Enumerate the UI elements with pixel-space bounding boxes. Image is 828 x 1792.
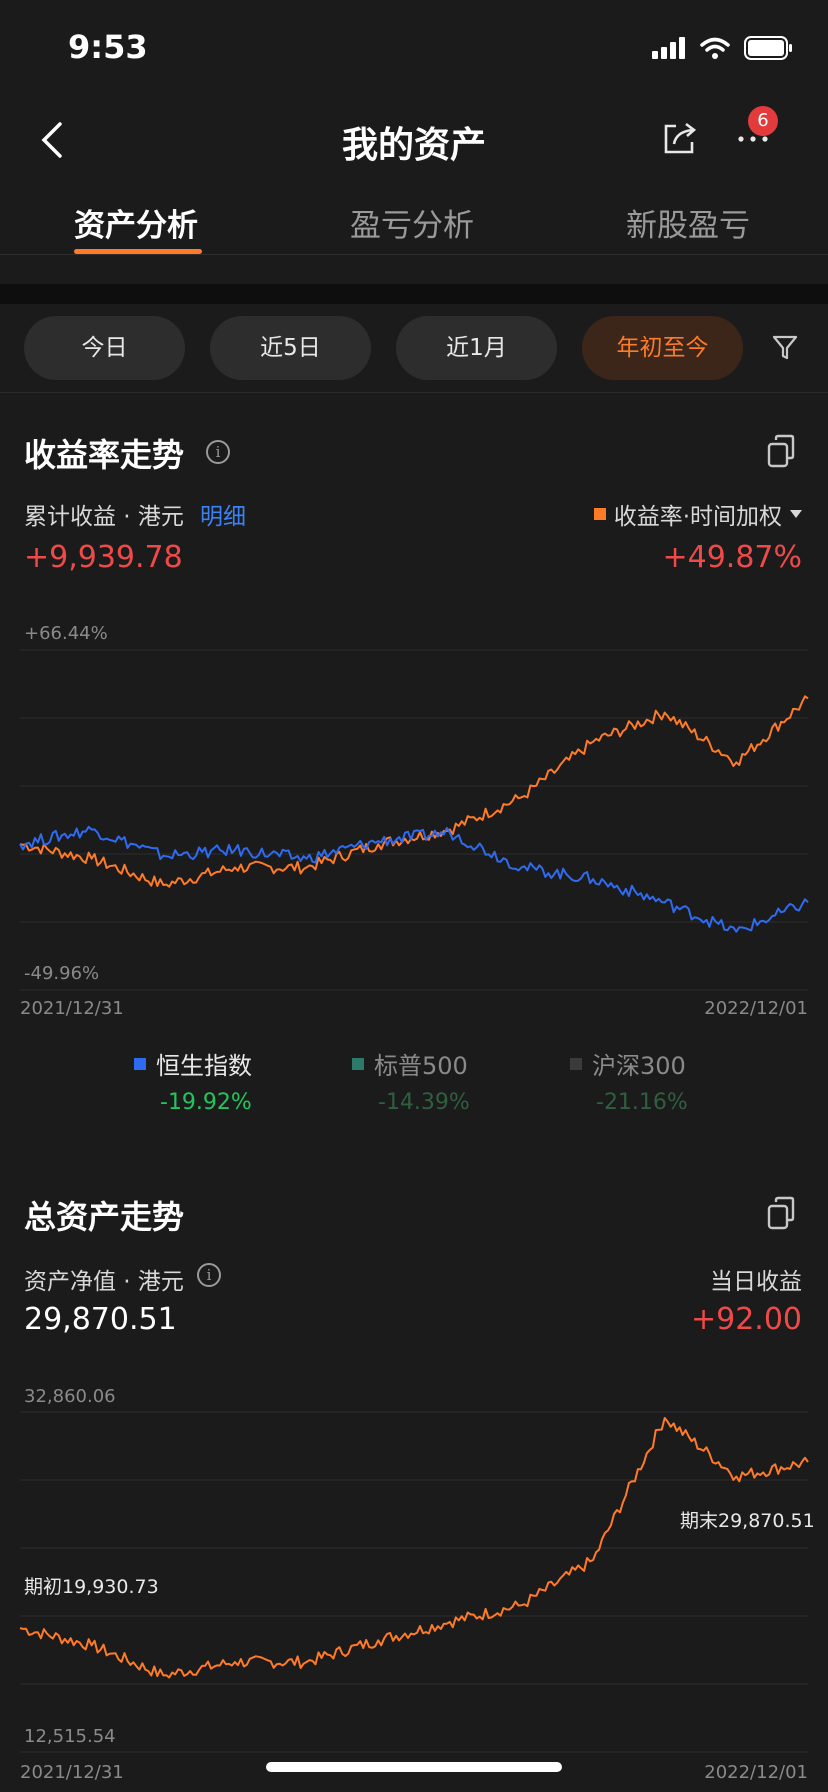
start-value-label: 期初19,930.73 [24, 1576, 159, 1598]
y-axis-min: -49.96% [24, 963, 100, 984]
rate-legend-marker [593, 508, 606, 520]
series-line-0 [19, 1417, 809, 1679]
status-time: 9:53 [68, 28, 148, 66]
legend-hsi[interactable]: 恒生指数 [134, 1046, 252, 1081]
legend-label: 标普500 [374, 1052, 468, 1080]
back-icon[interactable] [38, 120, 66, 160]
period-ytd[interactable]: 年初至今 [582, 316, 743, 380]
legend-csi300[interactable]: 沪深300 [570, 1046, 686, 1081]
detail-link[interactable]: 明细 [200, 504, 246, 530]
legend-sp500[interactable]: 标普500 [352, 1046, 468, 1081]
info-icon[interactable]: i [197, 1263, 221, 1287]
returns-title: 收益率走势 [24, 436, 185, 474]
share-icon[interactable] [662, 120, 698, 156]
home-indicator[interactable] [266, 1762, 562, 1772]
period-5d[interactable]: 近5日 [210, 316, 371, 380]
legend-marker [570, 1057, 582, 1070]
period-1m[interactable]: 近1月 [396, 316, 557, 380]
legend-label: 恒生指数 [156, 1052, 252, 1080]
series-line-1 [19, 825, 809, 933]
divider [0, 392, 828, 393]
battery-icon [744, 36, 792, 60]
signal-icon [652, 37, 685, 59]
status-icons [652, 36, 794, 60]
assets-chart[interactable] [0, 1402, 828, 1762]
series-line-0 [19, 695, 809, 888]
x-axis-end: 2022/12/01 [704, 998, 808, 1019]
notification-badge: 6 [748, 106, 778, 136]
info-icon[interactable]: i [206, 440, 230, 464]
more-icon[interactable] [736, 134, 770, 144]
end-value-label: 期末29,870.51 [680, 1510, 815, 1532]
x-axis-end: 2022/12/01 [704, 1762, 808, 1783]
legend-sp500-value: -14.39% [378, 1090, 470, 1115]
x-axis-start: 2021/12/31 [20, 1762, 124, 1783]
tab-indicator [74, 249, 202, 254]
tab-ipo-pnl[interactable]: 新股盈亏 [626, 208, 750, 244]
nav-value: 29,870.51 [24, 1302, 177, 1337]
x-axis-start: 2021/12/31 [20, 998, 124, 1019]
cumulative-label: 累计收益 · 港元 [24, 504, 184, 530]
nav-value-label: 资产净值 · 港元 [24, 1269, 184, 1295]
legend-marker [352, 1057, 364, 1070]
filter-icon[interactable] [772, 334, 798, 362]
rate-value: +49.87% [662, 540, 802, 575]
divider [0, 254, 828, 255]
period-today[interactable]: 今日 [24, 316, 185, 380]
assets-title: 总资产走势 [24, 1198, 185, 1236]
tab-pnl-analysis[interactable]: 盈亏分析 [350, 208, 474, 244]
cumulative-value: +9,939.78 [24, 540, 183, 575]
daily-value: +92.00 [690, 1302, 802, 1337]
daily-label: 当日收益 [710, 1269, 802, 1295]
caret-down-icon [790, 510, 802, 518]
returns-chart[interactable] [0, 640, 828, 1000]
legend-marker [134, 1057, 146, 1070]
copy-icon[interactable] [766, 1196, 796, 1230]
copy-icon[interactable] [766, 434, 796, 468]
page-title: 我的资产 [341, 125, 486, 166]
legend-hsi-value: -19.92% [160, 1090, 252, 1115]
y-axis-min: 12,515.54 [24, 1726, 116, 1747]
rate-label: 收益率·时间加权 [613, 504, 782, 530]
section-band [0, 284, 828, 304]
y-axis-max: +66.44% [24, 623, 108, 644]
y-axis-max: 32,860.06 [24, 1386, 116, 1407]
rate-selector[interactable]: 收益率·时间加权 [593, 497, 802, 531]
legend-label: 沪深300 [592, 1052, 686, 1080]
tab-asset-analysis[interactable]: 资产分析 [74, 208, 198, 244]
wifi-icon [700, 37, 730, 59]
legend-csi300-value: -21.16% [596, 1090, 688, 1115]
